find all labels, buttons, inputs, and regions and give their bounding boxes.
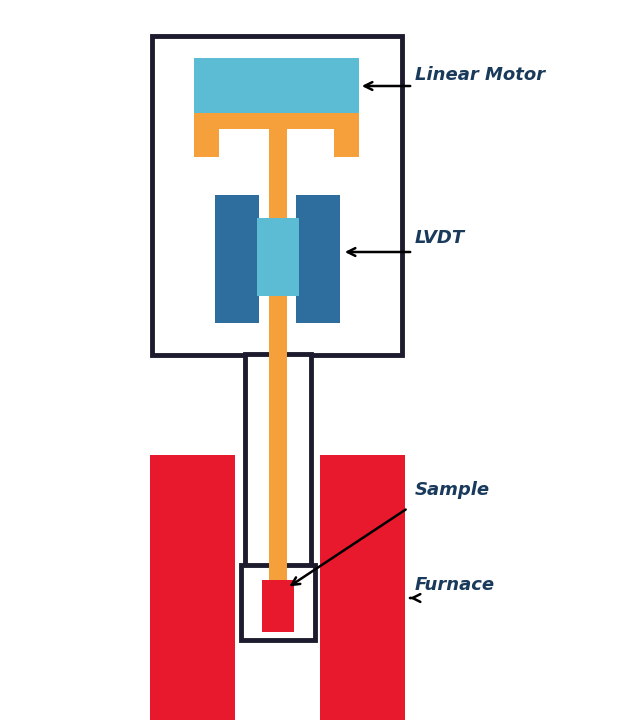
Bar — [194, 129, 219, 157]
Text: LVDT: LVDT — [415, 229, 465, 247]
Bar — [262, 580, 294, 632]
Bar — [257, 218, 299, 296]
Bar — [334, 129, 359, 157]
Bar — [320, 455, 405, 720]
Bar — [152, 36, 402, 355]
Bar — [269, 129, 287, 629]
Bar — [245, 354, 311, 589]
Text: Linear Motor: Linear Motor — [415, 66, 545, 84]
Bar — [194, 113, 359, 129]
Bar — [194, 58, 359, 113]
Text: Furnace: Furnace — [415, 576, 495, 594]
Bar — [241, 565, 315, 640]
Text: Sample: Sample — [415, 481, 490, 499]
Bar — [150, 455, 235, 720]
Bar — [296, 195, 340, 323]
Bar — [215, 195, 259, 323]
